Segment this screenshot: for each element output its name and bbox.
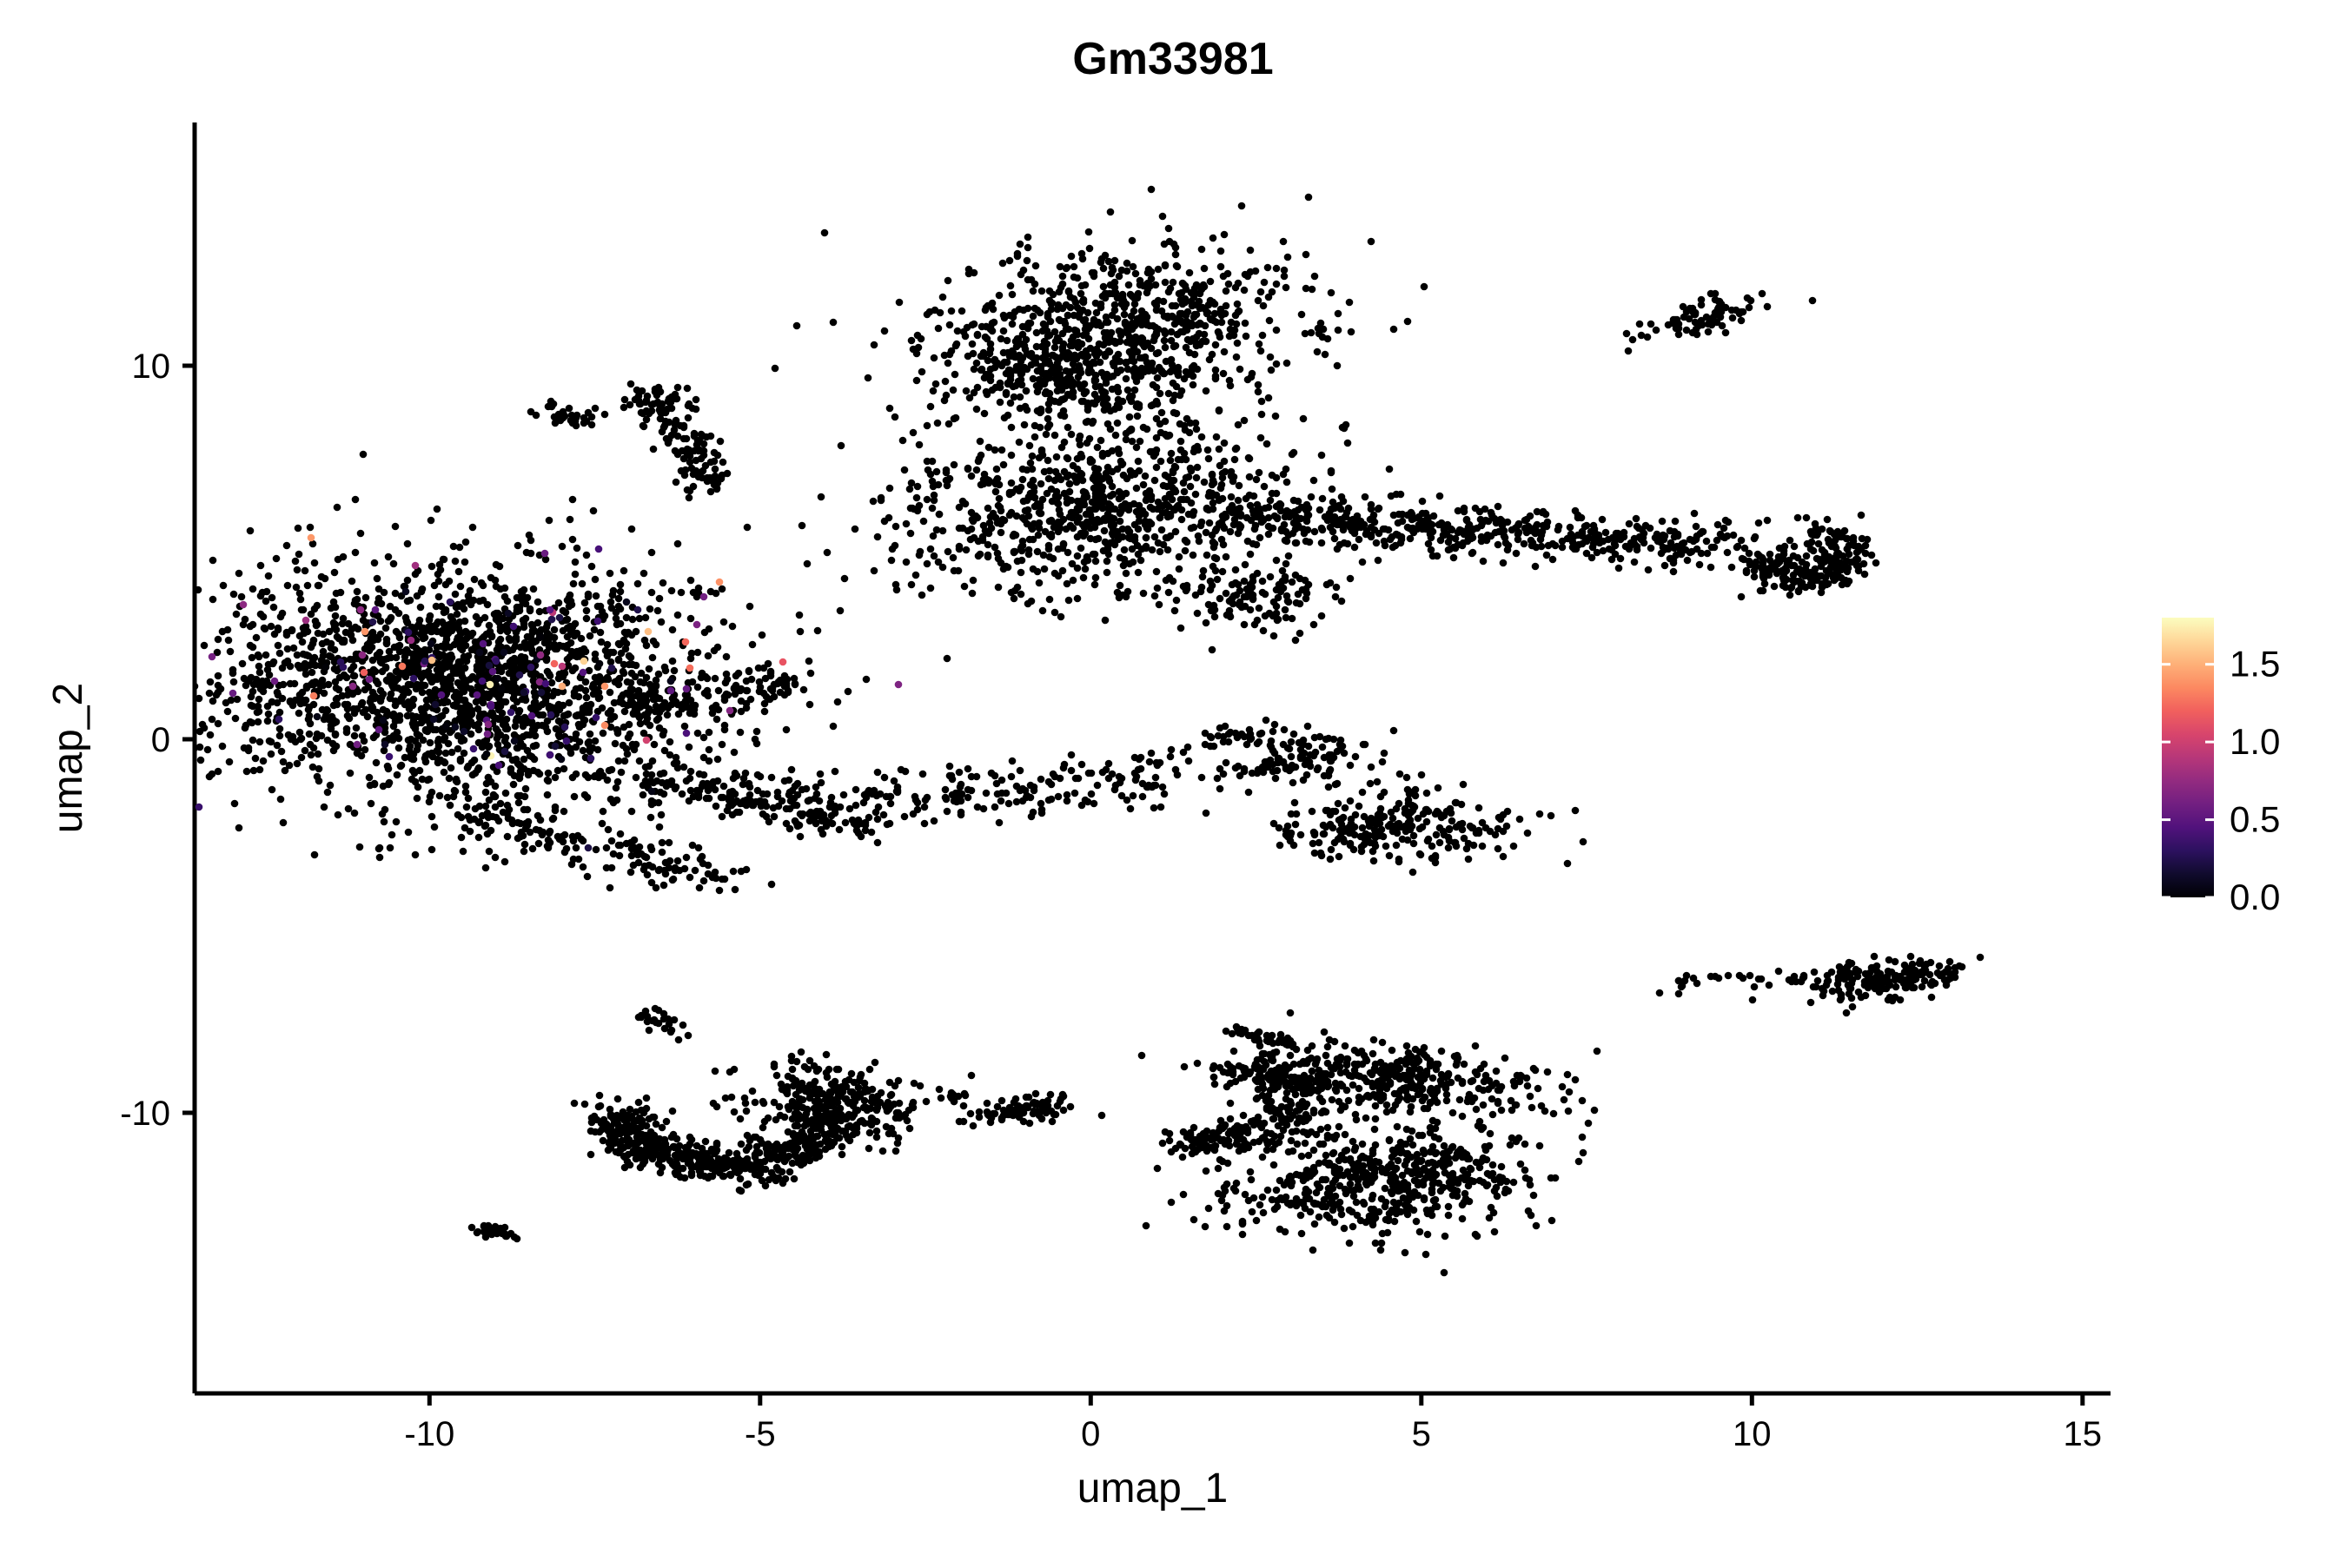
svg-text:5: 5 — [1412, 1415, 1431, 1453]
svg-text:10: 10 — [1733, 1415, 1772, 1453]
svg-text:-5: -5 — [745, 1415, 776, 1453]
svg-text:15: 15 — [2064, 1415, 2103, 1453]
svg-text:0: 0 — [151, 721, 170, 759]
svg-text:10: 10 — [132, 347, 171, 386]
svg-text:-10: -10 — [120, 1095, 170, 1133]
svg-text:umap_2: umap_2 — [45, 683, 91, 833]
svg-text:umap_1: umap_1 — [1077, 1465, 1228, 1512]
svg-text:0: 0 — [1081, 1415, 1100, 1453]
svg-text:-10: -10 — [404, 1415, 454, 1453]
